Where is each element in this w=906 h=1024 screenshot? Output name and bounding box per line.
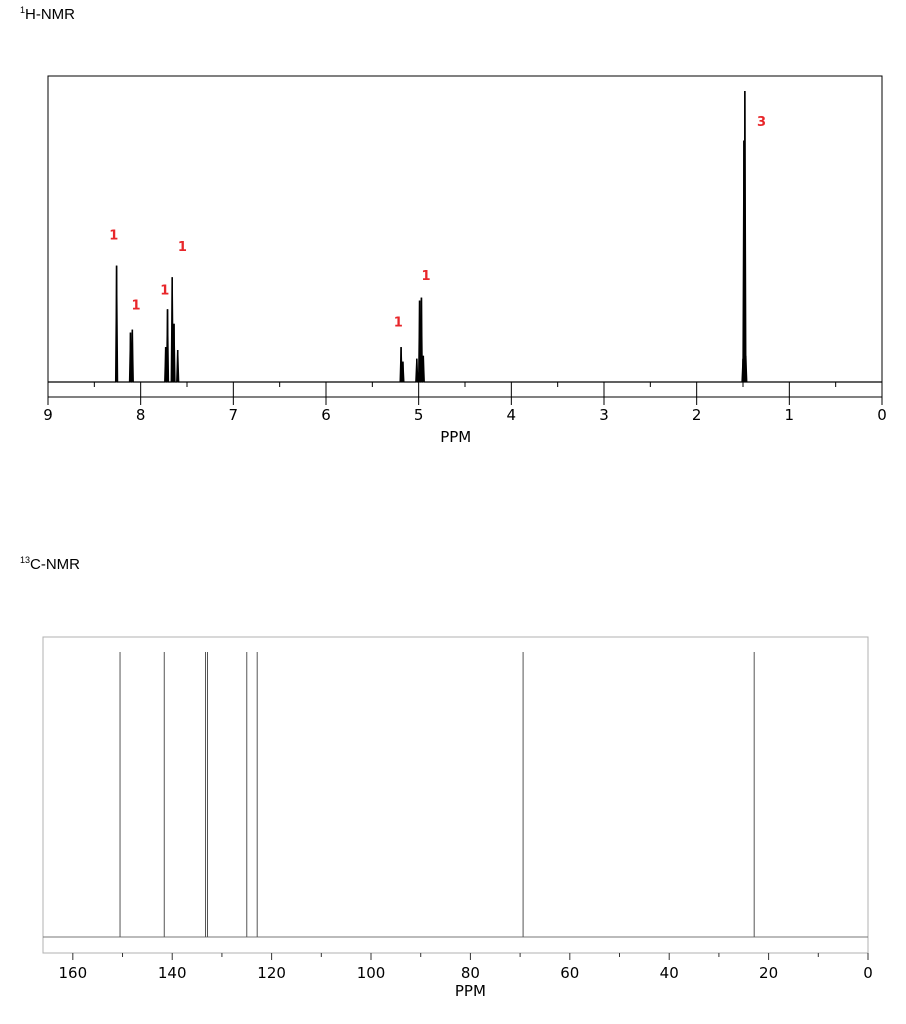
proton-tick-label: 7 xyxy=(229,406,239,424)
proton-tick-label: 4 xyxy=(507,406,517,424)
carbon-tick-label: 140 xyxy=(158,964,187,982)
carbon-nmr-title: 13C-NMR xyxy=(20,555,80,573)
carbon-tick-label: 20 xyxy=(759,964,778,982)
carbon-plot-frame xyxy=(42,636,869,954)
proton-plot-frame xyxy=(47,75,883,398)
integral-label: 3 xyxy=(757,115,766,130)
carbon-nmr-chart: 160 140 120 100 80 60 40 20 0 PPM xyxy=(42,636,873,1000)
proton-tick-label: 5 xyxy=(414,406,424,424)
carbon-tick-label: 40 xyxy=(660,964,679,982)
proton-tick-label: 8 xyxy=(136,406,146,424)
proton-title-superscript: 1 xyxy=(20,5,26,15)
integral-label: 1 xyxy=(160,284,169,299)
proton-tick-label: 0 xyxy=(877,406,887,424)
carbon-title-text: C-NMR xyxy=(30,556,81,573)
integral-label: 1 xyxy=(132,298,141,313)
integral-label: 1 xyxy=(394,316,403,331)
carbon-tick-label: 0 xyxy=(863,964,873,982)
proton-tick-label: 1 xyxy=(785,406,795,424)
proton-nmr-title: 1H-NMR xyxy=(20,5,75,23)
proton-tick-label: 2 xyxy=(692,406,702,424)
proton-title-text: H-NMR xyxy=(25,6,76,23)
carbon-tick-label: 60 xyxy=(560,964,579,982)
integral-label: 1 xyxy=(422,269,431,284)
proton-x-axis-label: PPM xyxy=(440,428,471,446)
proton-nmr-chart: 1 1 1 1 1 1 3 9 8 7 6 5 4 3 2 1 0 PPM xyxy=(43,75,887,446)
carbon-tick-label: 160 xyxy=(58,964,87,982)
carbon-x-axis-label: PPM xyxy=(455,982,486,1000)
carbon-title-superscript: 13 xyxy=(20,555,31,565)
integral-label: 1 xyxy=(178,240,187,255)
carbon-tick-label: 120 xyxy=(257,964,286,982)
proton-tick-label: 9 xyxy=(43,406,53,424)
integral-label: 1 xyxy=(109,228,118,243)
carbon-tick-label: 100 xyxy=(357,964,386,982)
proton-tick-label: 6 xyxy=(321,406,331,424)
carbon-tick-label: 80 xyxy=(461,964,480,982)
proton-spectrum-line xyxy=(48,90,882,383)
proton-tick-label: 3 xyxy=(599,406,609,424)
